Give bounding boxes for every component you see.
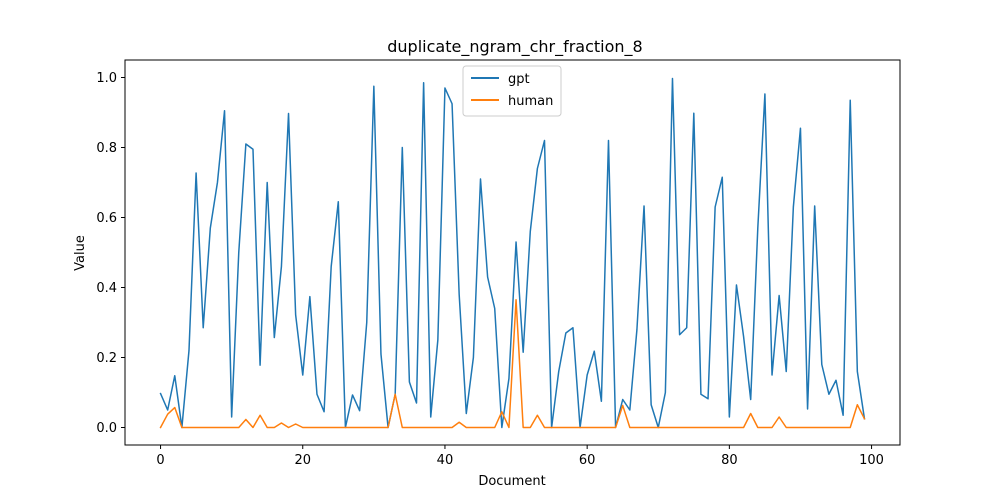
plot-frame: [124, 59, 901, 446]
x-tick-label: 60: [579, 453, 596, 468]
series-layer: [159, 77, 866, 429]
axis-layer: 0 20 40 60 80 100 0.0 0.2 0.4 0.6 0.8 1.0: [96, 71, 884, 468]
legend-gpt-label: gpt: [508, 72, 530, 87]
series-line-gpt: [159, 77, 866, 429]
chart-title: duplicate_ngram_chr_fraction_8: [387, 37, 642, 57]
x-tick-label: 40: [437, 453, 454, 468]
x-axis-label: Document: [478, 474, 545, 489]
x-tick-label: 80: [721, 453, 738, 468]
legend-human-label: human: [508, 94, 553, 109]
y-tick-label: 0.8: [96, 141, 117, 156]
series-line-human: [159, 299, 866, 429]
x-tick-label: 20: [294, 453, 311, 468]
x-tick-label: 100: [859, 453, 884, 468]
y-tick-label: 0.0: [96, 421, 117, 436]
y-axis-label: Value: [73, 235, 88, 271]
y-tick-label: 0.2: [96, 351, 117, 366]
y-tick-label: 1.0: [96, 71, 117, 86]
y-tick-label: 0.6: [96, 211, 117, 226]
y-tick-label: 0.4: [96, 281, 117, 296]
legend: gpt human: [462, 65, 562, 117]
x-tick-label: 0: [156, 453, 164, 468]
